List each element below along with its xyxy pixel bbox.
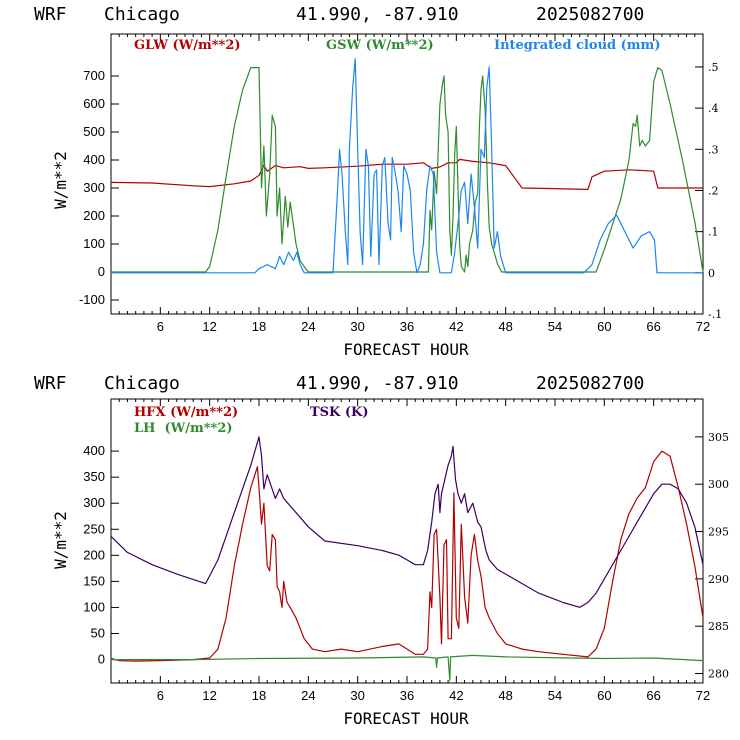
x-axis-label: FORECAST HOUR [343,340,469,359]
header-coords: 41.990, -87.910 [296,4,459,25]
legend-cloud: Integrated cloud (mm) [494,38,660,53]
x-tick-label: 18 [252,688,266,703]
x-tick-label: 30 [350,688,364,703]
y2-tick-label: -.1 [708,308,722,321]
series-line [110,436,704,608]
y-tick-label: 0 [98,652,105,667]
x-tick-label: 72 [696,688,710,703]
header-coords: 41.990, -87.910 [296,373,459,394]
y2-tick-label: 280 [708,668,729,681]
x-tick-label: 24 [301,319,315,334]
series-line [110,158,703,190]
y2-tick-labels: 280 285 290 295 300 305 [708,431,729,681]
y-tick-labels: 0 50 100 150 200 250 300 350 400 [83,443,105,666]
x-tick-label: 6 [157,688,164,703]
y-axis-label: W/m**2 [51,511,70,569]
x-tick-label: 36 [400,319,414,334]
legend-hfx: HFX (W/m**2) [134,405,238,420]
header-city: Chicago [104,4,180,25]
header-model: WRF [34,373,67,394]
header-model: WRF [34,4,67,25]
y-tick-label: 50 [91,625,105,640]
y2-tick-labels: -.1 0 .1 .2 .3 .4 .5 [708,61,722,321]
x-tick-label: 66 [646,319,660,334]
top-panel: WRF Chicago 41.990, -87.910 2025082700 6… [34,4,722,359]
x-tick-label: 12 [202,688,216,703]
y-tick-label: 600 [83,96,105,111]
y2-tick-label: 290 [708,573,729,586]
series-line [111,654,704,681]
x-tick-label: 48 [498,688,512,703]
legend-lh: LH (W/m**2) [134,421,233,436]
y2-tick-label: 305 [708,431,729,444]
y-tick-label: 100 [83,236,105,251]
x-tick-labels: 6 12 18 24 30 36 42 48 54 60 66 72 [157,688,711,703]
tick-marks [110,399,704,683]
series-group [110,436,704,681]
y-tick-label: 0 [98,264,105,279]
header-date: 2025082700 [536,373,644,394]
x-tick-label: 6 [157,319,164,334]
y2-tick-label: .2 [708,184,719,197]
series-line [111,67,704,273]
legend-gsw: GSW (W/m**2) [326,38,434,53]
plot-frame [110,398,704,684]
y-tick-label: 700 [83,68,105,83]
x-tick-label: 36 [400,688,414,703]
bottom-panel: WRF Chicago 41.990, -87.910 2025082700 6… [34,373,729,728]
y2-tick-label: .4 [708,102,719,115]
x-tick-label: 66 [646,688,660,703]
series-line [110,450,704,662]
x-tick-label: 12 [202,319,216,334]
x-tick-labels: 6 12 18 24 30 36 42 48 54 60 66 72 [157,319,711,334]
y-tick-label: 100 [83,599,105,614]
x-tick-label: 72 [696,319,710,334]
y2-tick-label: .3 [708,143,719,156]
x-tick-label: 24 [301,688,315,703]
y2-tick-label: .1 [708,226,719,239]
y-tick-label: 150 [83,573,105,588]
y-tick-label: 200 [83,208,105,223]
x-tick-label: 18 [252,319,266,334]
y-axis-label: W/m**2 [51,151,70,209]
y-tick-label: 300 [83,495,105,510]
y-tick-labels: -100 0 100 200 300 400 500 600 700 [79,68,105,307]
y2-tick-label: 0 [708,267,715,280]
x-tick-label: 60 [597,688,611,703]
series-group [110,58,704,274]
header-city: Chicago [104,373,180,394]
x-tick-label: 30 [350,319,364,334]
y-tick-label: 200 [83,547,105,562]
legend-tsk: TSK (K) [310,405,369,420]
legend-glw: GLW (W/m**2) [134,38,241,53]
x-tick-label: 42 [449,688,463,703]
y-tick-label: 250 [83,521,105,536]
y-tick-label: 400 [83,443,105,458]
x-tick-label: 48 [498,319,512,334]
x-axis-label: FORECAST HOUR [343,709,469,728]
y2-tick-label: 300 [708,478,729,491]
y-tick-label: 400 [83,152,105,167]
y-tick-label: 350 [83,469,105,484]
y2-tick-label: .5 [708,61,719,74]
header-date: 2025082700 [536,4,644,25]
series-line [111,58,703,274]
y-tick-label: 300 [83,180,105,195]
x-tick-label: 60 [597,319,611,334]
y-tick-label: 500 [83,124,105,139]
x-tick-label: 54 [548,688,562,703]
y-tick-label: -100 [79,292,105,307]
x-tick-label: 42 [449,319,463,334]
y2-tick-label: 285 [708,620,729,633]
x-tick-label: 54 [548,319,562,334]
y2-tick-label: 295 [708,526,729,539]
